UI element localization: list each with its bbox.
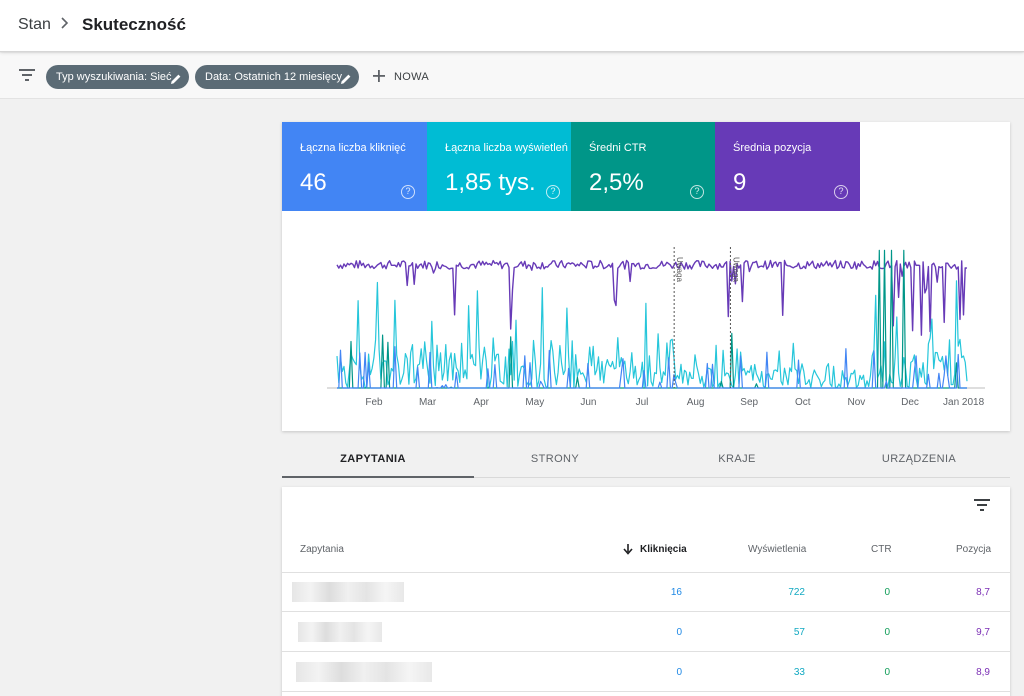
page-title: Skuteczność: [82, 15, 186, 34]
metric-total-impressions[interactable]: Łączna liczba wyświetleń 1,85 tys. ?: [427, 122, 572, 211]
metric-label: Łączna liczba kliknięć: [300, 142, 406, 154]
add-filter-button[interactable]: NOWA: [372, 65, 429, 89]
column-header-impressions[interactable]: Wyświetlenia: [748, 544, 807, 555]
series-line: [337, 249, 967, 389]
performance-card: Łączna liczba kliknięć 46 ? Łączna liczb…: [282, 122, 1010, 431]
x-tick-label: May: [525, 397, 544, 408]
metric-label: Łączna liczba wyświetleń: [445, 142, 568, 154]
filter-bar: Typ wyszukiwania: Sieć Data: Ostatnich 1…: [0, 53, 1024, 99]
cell-clicks: 0: [676, 667, 682, 678]
filter-chip-label: Data: Ostatnich 12 miesięcy: [205, 71, 342, 83]
divider: [282, 572, 1010, 573]
series-line: [336, 259, 968, 336]
cell-impressions: 57: [793, 627, 805, 638]
column-header-clicks[interactable]: Kliknięcia: [640, 544, 687, 555]
table-row[interactable]: 16 722 0 8,7: [282, 573, 1010, 612]
help-icon[interactable]: ?: [401, 185, 415, 199]
chevron-right-icon: [60, 16, 70, 33]
table-row[interactable]: 0 33 0 8,9: [282, 653, 1010, 692]
edit-icon[interactable]: [340, 70, 352, 84]
metric-label: Średni CTR: [589, 142, 647, 154]
x-tick-label: Feb: [365, 397, 383, 408]
x-tick-label: Aug: [687, 397, 705, 408]
x-tick-label: Sep: [740, 397, 758, 408]
cell-ctr: 0: [884, 667, 890, 678]
column-header-ctr[interactable]: CTR: [871, 544, 892, 555]
annotation-label: Uwaga: [731, 257, 740, 282]
dimension-tabs: ZAPYTANIA STRONY KRAJE URZĄDZENIA: [282, 440, 1010, 478]
metric-average-position[interactable]: Średnia pozycja 9 ?: [715, 122, 860, 211]
series-line: [337, 346, 967, 389]
breadcrumb-root[interactable]: Stan: [18, 16, 51, 33]
x-tick-label: Jun: [580, 397, 596, 408]
x-tick-label: Dec: [901, 397, 919, 408]
queries-table: Zapytania Kliknięcia Wyświetlenia CTR Po…: [282, 487, 1010, 696]
redacted-query: [292, 582, 404, 602]
performance-chart: Uwaga Uwaga Feb Mar Apr May Jun Jul Aug Sep Oct Nov…: [327, 247, 985, 408]
cell-clicks: 0: [676, 627, 682, 638]
filter-icon[interactable]: [974, 499, 990, 512]
x-tick-label: Apr: [473, 397, 489, 408]
edit-icon[interactable]: [170, 70, 182, 84]
cell-impressions: 33: [793, 667, 805, 678]
table-row[interactable]: 0 57 0 9,7: [282, 613, 1010, 652]
metric-total-clicks[interactable]: Łączna liczba kliknięć 46 ?: [282, 122, 427, 211]
series-line: [336, 280, 968, 389]
x-tick-label: Jul: [636, 397, 649, 408]
x-tick-label: Mar: [419, 397, 437, 408]
column-header-position[interactable]: Pozycja: [956, 544, 992, 555]
x-tick-label: Jan 2018: [943, 397, 985, 408]
annotation-label: Uwaga: [675, 257, 684, 282]
tab-devices[interactable]: URZĄDZENIA: [881, 453, 957, 465]
metric-value: 46: [300, 169, 327, 196]
cell-position: 8,7: [976, 587, 990, 598]
help-icon[interactable]: ?: [690, 185, 704, 199]
top-app-bar: Stan Skuteczność: [0, 0, 1024, 52]
help-icon[interactable]: ?: [834, 185, 848, 199]
x-tick-label: Oct: [795, 397, 811, 408]
metric-value: 9: [733, 169, 747, 196]
metric-average-ctr[interactable]: Średni CTR 2,5% ?: [571, 122, 716, 211]
metric-value: 1,85 tys.: [445, 169, 536, 196]
tab-countries[interactable]: KRAJE: [718, 453, 756, 465]
cell-position: 8,9: [976, 667, 990, 678]
cell-ctr: 0: [884, 587, 890, 598]
arrow-down-icon[interactable]: [622, 542, 634, 555]
cell-impressions: 722: [788, 587, 805, 598]
metric-value: 2,5%: [589, 169, 644, 196]
redacted-query: [298, 622, 382, 642]
cell-ctr: 0: [884, 627, 890, 638]
filter-chip-date[interactable]: Data: Ostatnich 12 miesięcy: [195, 65, 359, 89]
cell-clicks: 16: [670, 587, 682, 598]
metric-label: Średnia pozycja: [733, 142, 812, 154]
cell-position: 9,7: [976, 627, 990, 638]
x-tick-label: Nov: [848, 397, 866, 408]
active-tab-indicator: [282, 476, 474, 478]
redacted-query: [296, 662, 432, 682]
filter-chip-search-type[interactable]: Typ wyszukiwania: Sieć: [46, 65, 189, 89]
filter-icon[interactable]: [18, 68, 36, 82]
column-header-query[interactable]: Zapytania: [300, 544, 344, 555]
plus-icon: [372, 68, 386, 82]
help-icon[interactable]: ?: [546, 185, 560, 199]
filter-chip-label: Typ wyszukiwania: Sieć: [56, 71, 172, 83]
add-filter-label: NOWA: [394, 71, 430, 83]
tab-pages[interactable]: STRONY: [530, 453, 580, 465]
tab-queries[interactable]: ZAPYTANIA: [340, 453, 406, 465]
